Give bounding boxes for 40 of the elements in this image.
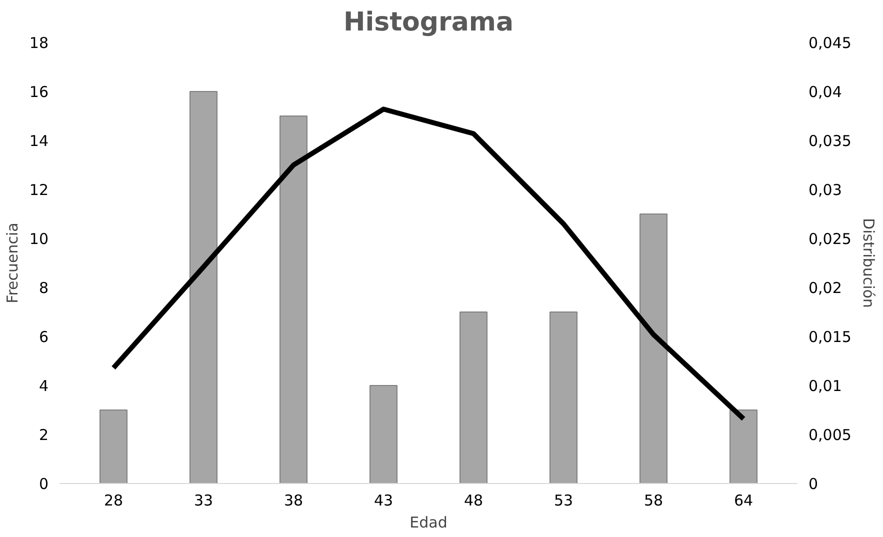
y-axis-title: Frecuencia	[3, 222, 22, 304]
y2-tick-label: 0,02	[808, 279, 842, 297]
bar	[640, 214, 668, 484]
x-axis-title: Edad	[410, 514, 448, 532]
y2-tick-label: 0,015	[808, 328, 852, 346]
y2-tick-label: 0,01	[808, 377, 842, 395]
x-tick-label: 43	[374, 492, 394, 510]
x-tick-label: 53	[554, 492, 574, 510]
x-tick-label: 33	[194, 492, 214, 510]
y-tick-label: 2	[38, 426, 49, 444]
y-tick-label: 16	[29, 83, 49, 101]
bar	[280, 116, 308, 484]
bar	[550, 312, 578, 484]
bar	[730, 410, 758, 484]
y2-tick-label: 0,025	[808, 230, 852, 248]
y-tick-label: 6	[38, 328, 49, 346]
y-tick-label: 8	[38, 279, 49, 297]
x-tick-label: 28	[104, 492, 124, 510]
bar	[370, 385, 398, 484]
x-tick-label: 38	[284, 492, 304, 510]
y-tick-label: 18	[29, 34, 49, 52]
y-tick-label: 4	[38, 377, 49, 395]
x-tick-label: 48	[464, 492, 484, 510]
y2-tick-label: 0	[808, 475, 818, 493]
x-tick-label: 64	[734, 492, 754, 510]
y-tick-label: 14	[29, 132, 49, 150]
y2-tick-label: 0,04	[808, 83, 842, 101]
x-tick-label: 58	[644, 492, 664, 510]
bar	[460, 312, 488, 484]
y2-axis-title: Distribución	[859, 218, 878, 308]
y-tick-label: 10	[29, 230, 49, 248]
bar	[190, 91, 218, 484]
y2-tick-label: 0,035	[808, 132, 852, 150]
y2-tick-label: 0,03	[808, 181, 842, 199]
y-tick-label: 12	[29, 181, 49, 199]
chart-title: Histograma	[343, 8, 514, 38]
y2-tick-label: 0,045	[808, 34, 852, 52]
y2-tick-label: 0,005	[808, 426, 852, 444]
bar	[100, 410, 128, 484]
y-tick-label: 0	[38, 475, 49, 493]
